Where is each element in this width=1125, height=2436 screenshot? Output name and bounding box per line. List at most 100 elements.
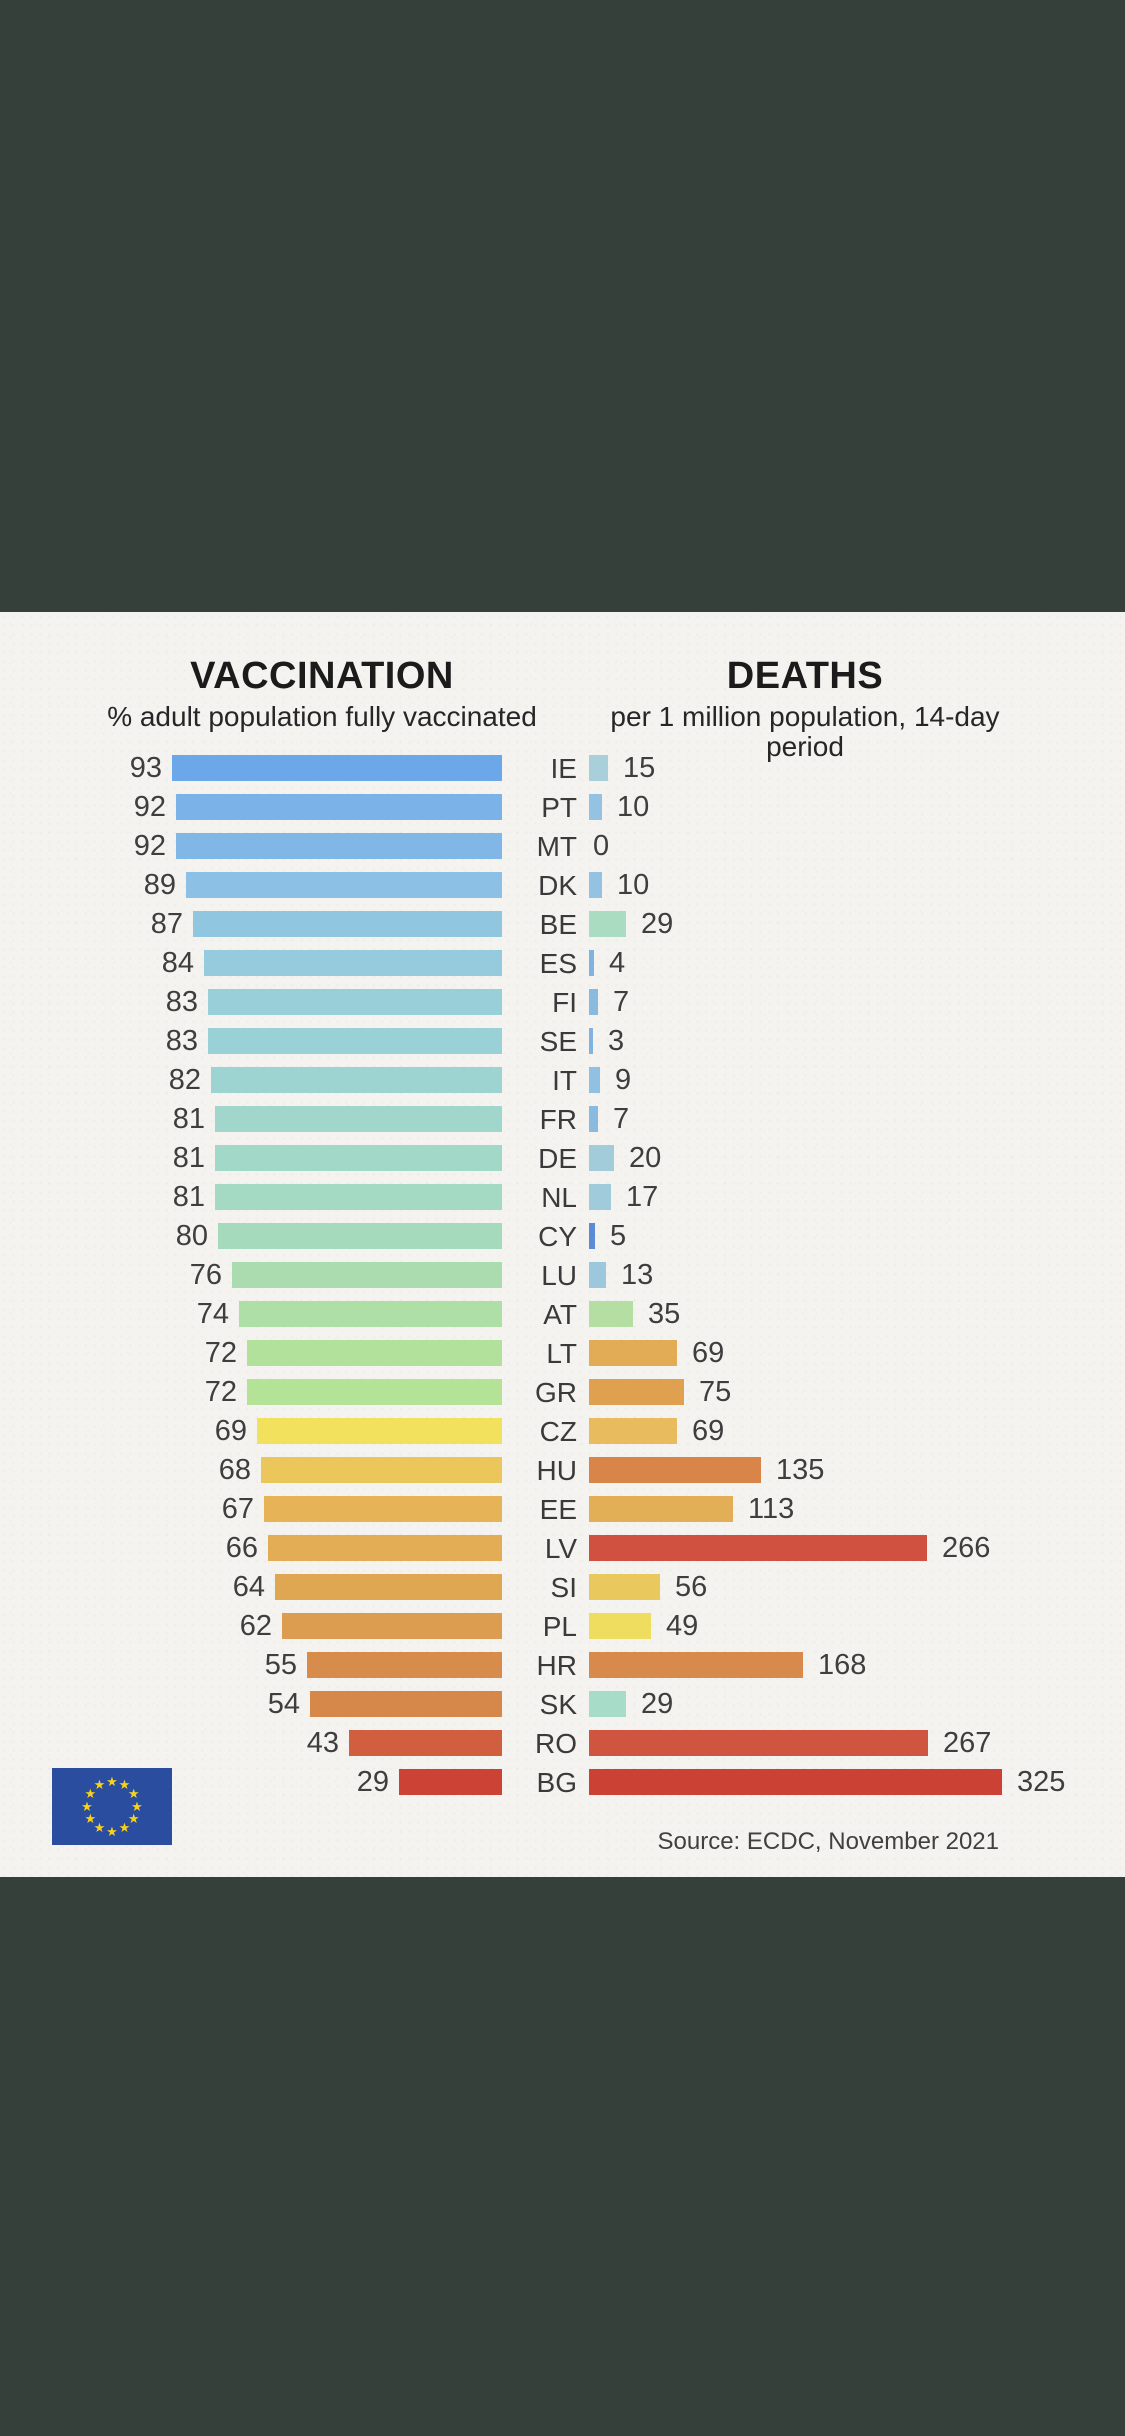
deaths-value-label: 7 bbox=[613, 1103, 630, 1135]
vaccination-value-label: 66 bbox=[225, 1532, 258, 1564]
country-code: FR bbox=[539, 1104, 577, 1135]
vaccination-bar bbox=[264, 1496, 502, 1522]
deaths-bar bbox=[589, 1145, 614, 1171]
deaths-value-label: 267 bbox=[943, 1727, 992, 1759]
deaths-value-label: 5 bbox=[610, 1220, 627, 1252]
deaths-value-label: 20 bbox=[629, 1142, 662, 1174]
deaths-value-label: 69 bbox=[692, 1415, 725, 1447]
vaccination-value-label: 55 bbox=[264, 1649, 297, 1681]
country-code: CY bbox=[538, 1221, 577, 1252]
chart-row-si: 64 SI 56 bbox=[0, 1571, 1125, 1603]
vaccination-value-label: 68 bbox=[218, 1454, 251, 1486]
deaths-value-label: 56 bbox=[675, 1571, 708, 1603]
country-code: BG bbox=[536, 1767, 577, 1798]
deaths-bar bbox=[589, 1652, 803, 1678]
vaccination-bar bbox=[399, 1769, 502, 1795]
eu-flag-star-icon: ★ bbox=[118, 1820, 131, 1836]
deaths-value-label: 29 bbox=[641, 1688, 674, 1720]
deaths-bar bbox=[589, 1106, 598, 1132]
chart-row-dk: 89 DK 10 bbox=[0, 869, 1125, 901]
eu-flag-star-icon: ★ bbox=[93, 1776, 106, 1792]
chart-row-hu: 68 HU 135 bbox=[0, 1454, 1125, 1486]
vaccination-value-label: 89 bbox=[143, 869, 176, 901]
deaths-value-label: 168 bbox=[818, 1649, 867, 1681]
vaccination-value-label: 81 bbox=[172, 1103, 205, 1135]
eu-flag-star-icon: ★ bbox=[84, 1786, 97, 1801]
deaths-value-label: 75 bbox=[699, 1376, 732, 1408]
vaccination-bar bbox=[215, 1106, 502, 1132]
deaths-bar bbox=[589, 755, 608, 781]
deaths-bar bbox=[589, 1769, 1002, 1795]
chart-row-pt: 92 PT 10 bbox=[0, 791, 1125, 823]
vaccination-value-label: 80 bbox=[175, 1220, 208, 1252]
deaths-bar bbox=[589, 1574, 660, 1600]
vaccination-bar bbox=[275, 1574, 502, 1600]
vaccination-value-label: 29 bbox=[356, 1766, 389, 1798]
eu-flag-star-icon: ★ bbox=[81, 1798, 93, 1814]
eu-flag: ★ ★ ★ ★ ★ ★ ★ ★ ★ ★ ★ ★ bbox=[52, 1768, 172, 1845]
deaths-bar bbox=[589, 1028, 593, 1054]
vaccination-bar bbox=[176, 833, 502, 859]
deaths-bar bbox=[589, 1535, 927, 1561]
country-code: DE bbox=[538, 1143, 577, 1174]
country-code: GR bbox=[535, 1377, 577, 1408]
vaccination-bar bbox=[186, 872, 502, 898]
chart-row-lt: 72 LT 69 bbox=[0, 1337, 1125, 1369]
country-code: HU bbox=[536, 1455, 577, 1486]
country-code: LT bbox=[546, 1338, 577, 1369]
vaccination-value-label: 83 bbox=[165, 1025, 198, 1057]
vaccination-value-label: 43 bbox=[306, 1727, 339, 1759]
chart-row-se: 83 SE 3 bbox=[0, 1025, 1125, 1057]
vaccination-value-label: 93 bbox=[129, 752, 162, 784]
vaccination-value-label: 72 bbox=[204, 1376, 237, 1408]
deaths-value-label: 3 bbox=[608, 1025, 625, 1057]
deaths-value-label: 49 bbox=[666, 1610, 699, 1642]
deaths-value-label: 135 bbox=[776, 1454, 825, 1486]
vaccination-bar bbox=[208, 989, 502, 1015]
vaccination-bar bbox=[247, 1379, 502, 1405]
country-code: LU bbox=[541, 1260, 577, 1291]
country-code: EE bbox=[539, 1494, 577, 1525]
deaths-bar bbox=[589, 1067, 600, 1093]
vaccination-bar bbox=[349, 1730, 502, 1756]
country-code: PT bbox=[541, 792, 577, 823]
deaths-value-label: 325 bbox=[1017, 1766, 1066, 1798]
deaths-value-label: 266 bbox=[942, 1532, 991, 1564]
country-code: BE bbox=[539, 909, 577, 940]
chart-row-gr: 72 GR 75 bbox=[0, 1376, 1125, 1408]
country-code: MT bbox=[536, 831, 577, 862]
vaccination-bar bbox=[215, 1145, 502, 1171]
deaths-bar bbox=[589, 1340, 677, 1366]
deaths-value-label: 0 bbox=[593, 830, 610, 862]
chart-row-fi: 83 FI 7 bbox=[0, 988, 1125, 1017]
deaths-bar bbox=[589, 1496, 733, 1522]
chart-row-it: 82 IT 9 bbox=[0, 1064, 1125, 1096]
vaccination-bar bbox=[211, 1067, 502, 1093]
deaths-bar bbox=[589, 1223, 595, 1249]
vaccination-value-label: 81 bbox=[172, 1181, 205, 1213]
vaccination-value-label: 72 bbox=[204, 1337, 237, 1369]
chart-row-pl: 62 PL 49 bbox=[0, 1610, 1125, 1642]
eu-flag-star-icon: ★ bbox=[106, 1773, 118, 1789]
vaccination-bar bbox=[282, 1613, 502, 1639]
vaccination-value-label: 84 bbox=[161, 947, 194, 979]
deaths-value-label: 17 bbox=[626, 1181, 659, 1213]
chart-row-be: 87 BE 29 bbox=[0, 909, 1125, 940]
vaccination-bar bbox=[204, 950, 502, 976]
country-code: PL bbox=[542, 1611, 577, 1642]
vaccination-bar bbox=[307, 1652, 502, 1678]
chart-row-nl: 81 NL 17 bbox=[0, 1181, 1125, 1213]
country-code: AT bbox=[543, 1299, 577, 1330]
deaths-bar bbox=[589, 1418, 677, 1444]
vaccination-value-label: 92 bbox=[133, 830, 166, 862]
deaths-value-label: 10 bbox=[617, 791, 650, 823]
eu-flag-star-icon: ★ bbox=[84, 1811, 97, 1826]
chart-row-ee: 67 EE 113 bbox=[0, 1494, 1125, 1525]
vaccination-bar bbox=[268, 1535, 502, 1561]
vaccination-value-label: 64 bbox=[232, 1571, 265, 1603]
eu-flag-star-icon: ★ bbox=[106, 1823, 118, 1839]
vaccination-bar bbox=[239, 1301, 502, 1327]
deaths-value-label: 9 bbox=[615, 1064, 632, 1096]
chart-row-cy: 80 CY 5 bbox=[0, 1220, 1125, 1252]
